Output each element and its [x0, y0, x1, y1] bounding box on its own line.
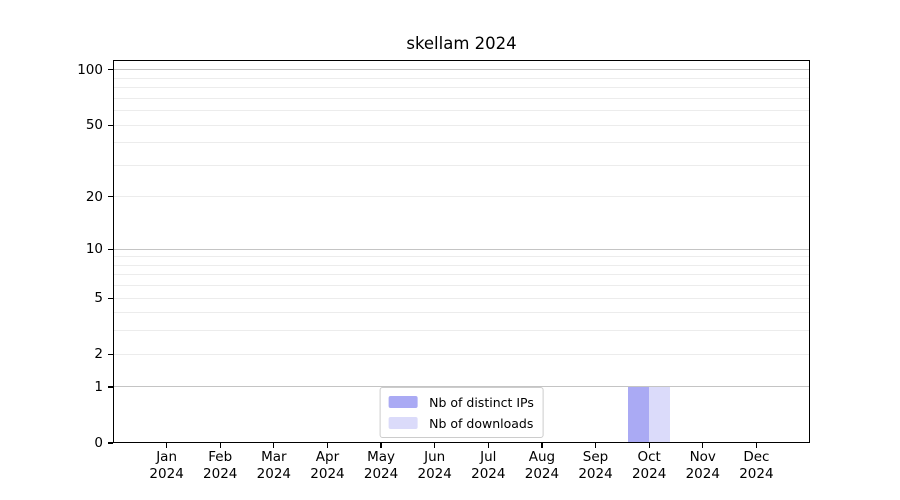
y-tick-mark: [108, 248, 113, 250]
x-tick-label: Jul 2024: [471, 449, 506, 482]
x-tick-label: Sep 2024: [578, 449, 613, 482]
legend-label: Nb of downloads: [429, 415, 534, 431]
x-tick-mark: [434, 443, 436, 448]
y-gridline-minor: [113, 196, 810, 198]
y-tick-label: 100: [77, 61, 103, 78]
x-tick-label: Mar 2024: [256, 449, 292, 482]
x-tick-mark: [326, 443, 329, 448]
x-tick-label: Feb 2024: [203, 449, 238, 482]
y-gridline-minor: [113, 285, 810, 287]
y-tick-label: 5: [94, 290, 103, 307]
y-tick-mark: [108, 124, 113, 126]
y-gridline-minor: [113, 97, 810, 99]
y-tick-label: 0: [94, 435, 103, 451]
y-tick-mark: [108, 196, 113, 198]
x-tick-mark: [487, 443, 489, 448]
x-tick-label: May 2024: [363, 449, 399, 482]
y-gridline-major: [113, 69, 810, 71]
legend-label: Nb of distinct IPs: [429, 394, 534, 410]
y-gridline-minor: [113, 312, 810, 314]
chart-title: skellam 2024: [406, 34, 517, 53]
legend-swatch: [388, 417, 418, 429]
y-tick-mark: [108, 442, 113, 444]
y-tick-label: 20: [85, 188, 103, 205]
bar-nb-of-downloads: [649, 386, 671, 443]
y-gridline-minor: [113, 124, 810, 126]
y-gridline-major: [113, 386, 810, 388]
y-gridline-minor: [113, 264, 810, 266]
legend-swatch: [388, 396, 418, 408]
y-gridline-minor: [113, 274, 810, 276]
legend-item: Nb of distinct IPs: [388, 393, 534, 411]
y-gridline-minor: [113, 164, 810, 166]
y-tick-mark: [108, 297, 113, 299]
x-tick-label: Nov 2024: [685, 449, 720, 482]
x-tick-label: Oct 2024: [631, 449, 667, 482]
y-gridline-minor: [113, 353, 810, 355]
x-tick-mark: [380, 443, 382, 448]
x-tick-mark: [273, 443, 275, 448]
plot-area: 0 1 2 5 10 20 50 100 Jan 2024 Feb 2024 Mar 2024 Ap…: [77, 60, 810, 482]
x-tick-label: Dec 2024: [739, 449, 774, 482]
legend: Nb of distinct IPs Nb of downloads: [379, 387, 544, 438]
x-tick-mark: [755, 443, 757, 448]
y-tick-label: 50: [85, 117, 103, 134]
y-gridline-minor: [113, 77, 810, 79]
bar-nb-of-distinct-ips: [628, 386, 650, 443]
x-tick-mark: [594, 443, 597, 448]
y-gridline-major: [113, 248, 810, 250]
y-gridline-minor: [113, 87, 810, 89]
y-tick-label: 10: [85, 241, 103, 258]
x-tick-label: Jan 2024: [149, 449, 184, 482]
x-tick-label: Jun 2024: [417, 449, 452, 482]
y-gridline-minor: [113, 110, 810, 112]
y-gridline-minor: [113, 256, 810, 258]
x-tick-mark: [648, 443, 650, 448]
y-tick-mark: [108, 69, 113, 71]
x-tick-label: Apr 2024: [310, 449, 345, 482]
y-tick-label: 2: [94, 346, 103, 363]
legend-item: Nb of downloads: [388, 414, 534, 432]
x-tick-label: Aug 2024: [524, 449, 560, 482]
x-tick-mark: [166, 443, 168, 448]
x-tick-mark: [541, 443, 543, 448]
y-tick-label: 1: [94, 378, 103, 395]
y-gridline-minor: [113, 330, 810, 332]
y-tick-mark: [108, 386, 113, 388]
y-tick-mark: [108, 353, 113, 355]
y-gridline-minor: [113, 142, 810, 144]
y-gridline-minor: [113, 297, 810, 299]
x-tick-mark: [219, 443, 221, 448]
x-tick-mark: [702, 443, 704, 448]
